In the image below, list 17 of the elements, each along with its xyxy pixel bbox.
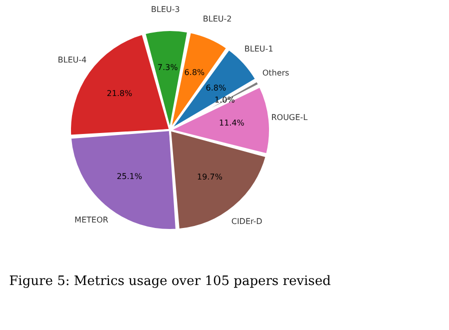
slice-label: CIDEr-D [231, 217, 262, 226]
slice-label: ROUGE-L [271, 112, 308, 122]
data-label: 11.4% [218, 118, 245, 128]
slice-label: BLEU-1 [244, 44, 274, 54]
slice-label: BLEU-4 [58, 55, 87, 64]
slice-label: BLEU-2 [202, 14, 232, 24]
data-label: 21.8% [106, 89, 133, 98]
data-label: 25.1% [116, 172, 143, 181]
data-label: 6.8% [184, 68, 206, 78]
slice-label: BLEU-3 [151, 5, 180, 14]
data-label: 19.7% [196, 172, 223, 182]
text: Figure 5: Metrics usage over 105 papers revised [9, 274, 331, 289]
slice-label: METEOR [74, 216, 109, 225]
data-label: 6.8% [206, 83, 226, 92]
data-label: 7.3% [157, 63, 178, 72]
slice-label: Others [262, 68, 290, 78]
data-label: 1.0% [214, 96, 236, 105]
